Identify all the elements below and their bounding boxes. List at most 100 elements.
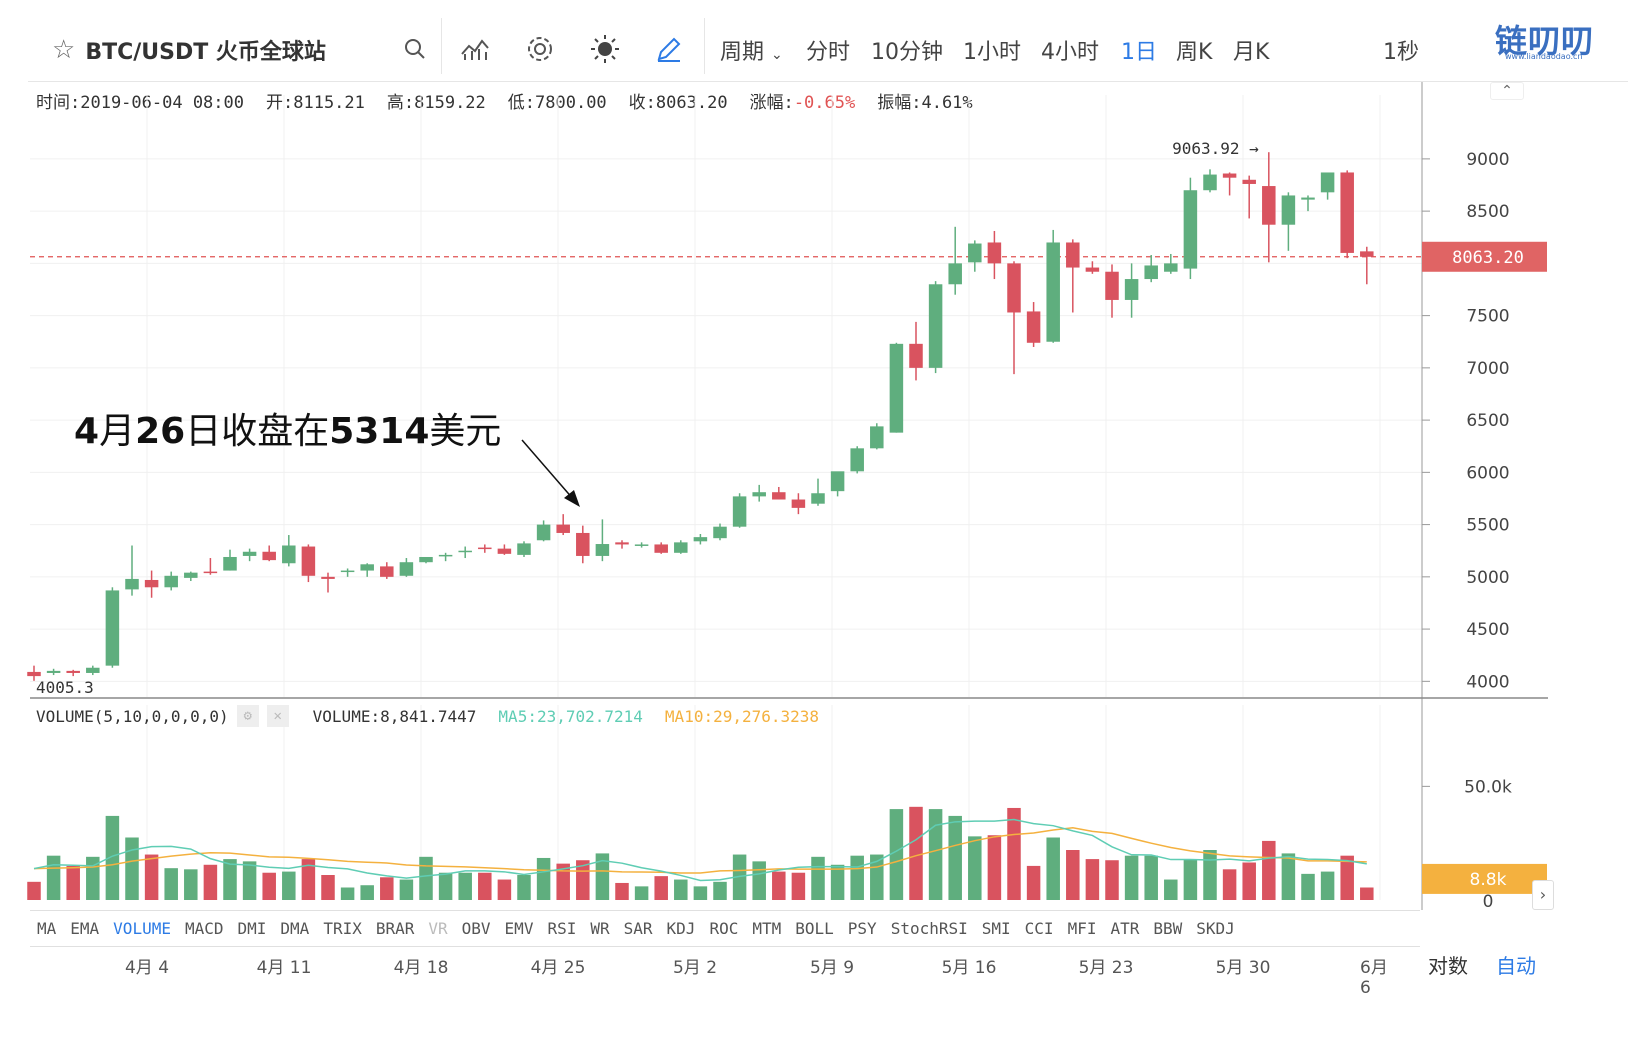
auto-scale-button[interactable]: 自动 — [1496, 954, 1536, 978]
date-label: 5月 9 — [809, 958, 855, 978]
volume-bar — [1320, 871, 1335, 900]
volume-close-icon[interactable]: ✕ — [266, 705, 289, 727]
period-4h[interactable]: 4小时 — [1041, 40, 1099, 65]
period-timeline[interactable]: 分时 — [806, 40, 851, 65]
indicator-tab-brar[interactable]: BRAR — [375, 919, 415, 938]
indicator-tab-vr[interactable]: VR — [428, 919, 448, 938]
period-10min[interactable]: 10分钟 — [871, 40, 943, 65]
volume-bar — [458, 872, 472, 900]
candle-body — [674, 542, 688, 553]
indicator-tab-ma[interactable]: MA — [37, 919, 57, 938]
volume-ma5-line — [33, 818, 1367, 882]
chevron-down-icon: ⌄ — [771, 47, 783, 63]
indicator-tab-wr[interactable]: WR — [590, 919, 610, 938]
draw-pencil-icon[interactable] — [652, 32, 686, 66]
indicator-tab-ema[interactable]: EMA — [70, 919, 100, 938]
indicator-tab-volume[interactable]: VOLUME — [113, 919, 171, 938]
info-low: 低:7800.00 — [507, 93, 607, 113]
indicator-icon[interactable] — [458, 32, 492, 66]
indicator-tab-cci[interactable]: CCI — [1024, 919, 1054, 938]
candle-body — [830, 471, 845, 492]
symbol-selector[interactable]: ☆ BTC/USDT 火币全球站 — [52, 30, 326, 70]
volume-bar — [752, 861, 766, 900]
volume-value: VOLUME:8,841.7447 — [312, 706, 477, 726]
volume-bar — [340, 887, 355, 900]
candle-body — [419, 556, 433, 563]
price-tick-label: 6000 — [1466, 463, 1509, 483]
annotation-arrow — [521, 439, 575, 501]
date-label: 5月 30 — [1215, 958, 1271, 978]
candle-body — [399, 562, 414, 576]
indicator-tab-mfi[interactable]: MFI — [1067, 919, 1097, 938]
indicator-tab-skdj[interactable]: SKDJ — [1196, 919, 1235, 938]
indicator-tab-trix[interactable]: TRIX — [323, 919, 362, 938]
volume-bar — [1360, 887, 1374, 900]
date-label: 6月 6 — [1360, 958, 1388, 998]
indicator-tab-macd[interactable]: MACD — [184, 919, 224, 938]
volume-header: VOLUME(5,10,0,0,0,0) ⚙ ✕ VOLUME:8,841.74… — [36, 705, 819, 727]
indicator-tab-boll[interactable]: BOLL — [795, 919, 834, 938]
candle-body — [1320, 172, 1335, 193]
indicator-tab-kdj[interactable]: KDJ — [666, 919, 696, 938]
price-tick-label: 9000 — [1466, 150, 1509, 170]
search-icon[interactable] — [398, 32, 432, 66]
volume-bar — [595, 853, 610, 900]
indicator-tab-rsi[interactable]: RSI — [547, 919, 577, 938]
indicator-tab-smi[interactable]: SMI — [981, 919, 1011, 938]
price-chart[interactable]: 9000850080007500700065006000550050004500… — [0, 82, 1648, 912]
period-dropdown[interactable]: 周期 ⌄ — [720, 40, 783, 65]
date-label: 5月 16 — [941, 958, 997, 978]
chevron-right-icon[interactable]: › — [1532, 880, 1554, 910]
indicator-tab-bbw[interactable]: BBW — [1153, 919, 1183, 938]
candle-body — [772, 492, 786, 500]
indicator-tab-atr[interactable]: ATR — [1110, 919, 1140, 938]
settings-icon[interactable] — [523, 32, 557, 66]
candle-body — [1046, 242, 1060, 342]
toolbar-divider — [441, 18, 442, 74]
chevron-up-icon[interactable]: ⌃ — [1490, 82, 1524, 100]
candle-body — [850, 448, 864, 472]
indicator-tab-emv[interactable]: EMV — [504, 919, 534, 938]
star-icon[interactable]: ☆ — [52, 35, 76, 65]
price-tick-label: 6500 — [1466, 411, 1509, 431]
volume-bar — [1124, 855, 1139, 900]
candle-body — [713, 526, 727, 539]
info-change: 涨幅:-0.65% — [749, 93, 856, 113]
candle-body — [1281, 195, 1296, 225]
indicator-tab-mtm[interactable]: MTM — [752, 919, 782, 938]
volume-settings-icon[interactable]: ⚙ — [236, 705, 259, 727]
candle-body — [27, 671, 41, 677]
candle-body — [1360, 251, 1374, 257]
period-week[interactable]: 周K — [1176, 40, 1213, 65]
volume-bar — [772, 871, 786, 900]
volume-params: VOLUME(5,10,0,0,0,0) — [36, 706, 229, 726]
candle-body — [556, 524, 570, 533]
indicator-tab-dmi[interactable]: DMI — [237, 919, 267, 938]
volume-bar — [634, 886, 649, 900]
volume-bar — [1046, 837, 1060, 900]
indicator-tab-roc[interactable]: ROC — [709, 919, 739, 938]
volume-bar — [889, 809, 904, 900]
indicator-tab-obv[interactable]: OBV — [461, 919, 491, 938]
price-tick-label: 5500 — [1466, 516, 1509, 536]
period-1d[interactable]: 1日 — [1121, 40, 1157, 65]
candle-body — [144, 579, 159, 588]
indicator-tab-dma[interactable]: DMA — [280, 919, 310, 938]
period-month[interactable]: 月K — [1233, 40, 1270, 65]
refresh-interval[interactable]: 1秒 — [1383, 40, 1419, 65]
current-price-tag — [1422, 241, 1547, 272]
period-1h[interactable]: 1小时 — [963, 40, 1021, 65]
indicator-tab-stochrsi[interactable]: StochRSI — [890, 919, 968, 938]
candle-body — [1026, 311, 1041, 343]
candle-body — [66, 670, 80, 673]
indicator-tab-psy[interactable]: PSY — [847, 919, 877, 938]
info-amplitude: 振幅:4.61% — [877, 93, 973, 113]
theme-sun-icon[interactable] — [588, 32, 622, 66]
log-scale-button[interactable]: 对数 — [1428, 954, 1468, 978]
candle-body — [1183, 190, 1198, 269]
indicator-tab-sar[interactable]: SAR — [623, 919, 653, 938]
price-tick-label: 4000 — [1466, 672, 1509, 692]
volume-bar — [1301, 873, 1315, 900]
candle-body — [909, 343, 923, 368]
candle-body — [791, 499, 806, 508]
